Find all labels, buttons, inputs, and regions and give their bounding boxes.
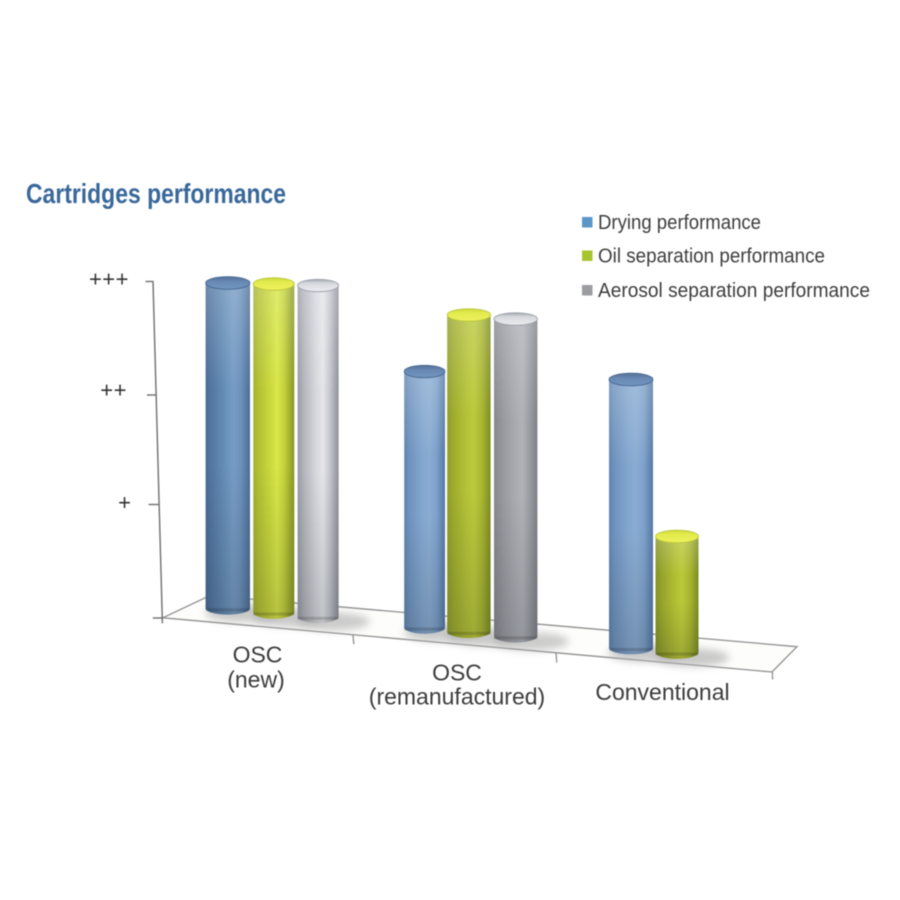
- svg-text:OSC: OSC: [432, 660, 482, 686]
- svg-text:(new): (new): [227, 667, 285, 693]
- svg-text:Aerosol separation performance: Aerosol separation performance: [598, 280, 870, 302]
- svg-text:Conventional: Conventional: [595, 679, 729, 705]
- svg-text:Cartridges performance: Cartridges performance: [26, 178, 286, 209]
- svg-text:+++: +++: [89, 267, 129, 292]
- svg-text:Oil separation performance: Oil separation performance: [598, 246, 825, 268]
- svg-text:Drying performance: Drying performance: [598, 212, 761, 234]
- svg-text:++: ++: [100, 378, 127, 403]
- svg-text:(remanufactured): (remanufactured): [369, 684, 545, 710]
- svg-text:OSC: OSC: [233, 642, 283, 668]
- svg-text:+: +: [118, 490, 131, 515]
